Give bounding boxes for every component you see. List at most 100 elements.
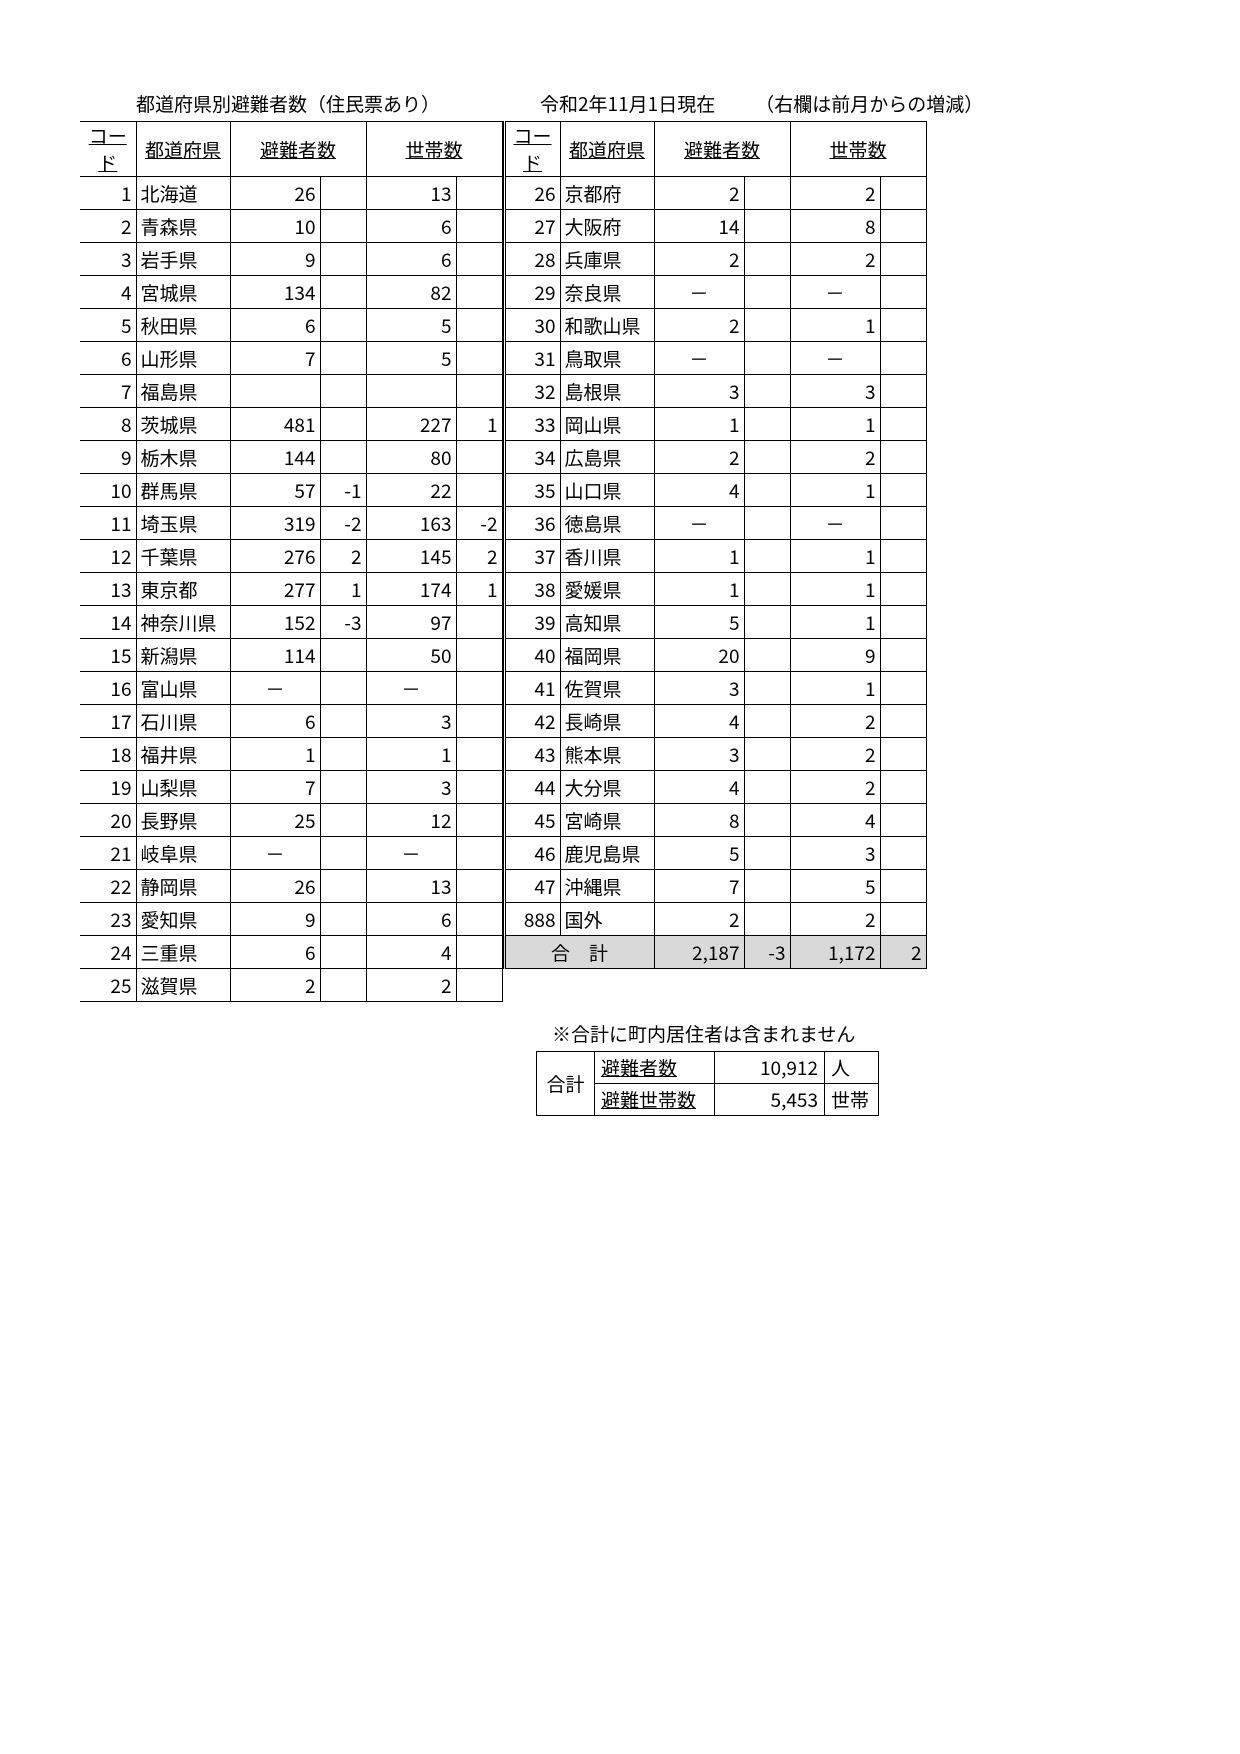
- cell: 大分県: [560, 771, 654, 804]
- cell: [744, 870, 790, 903]
- cell: [320, 210, 366, 243]
- table-row: 23愛知県96: [80, 903, 502, 936]
- cell: [880, 375, 926, 408]
- cell: 26: [230, 177, 320, 210]
- cell: [880, 507, 926, 540]
- cell: 41: [504, 672, 560, 705]
- cell: [456, 177, 502, 210]
- cell: 47: [504, 870, 560, 903]
- cell: 5: [366, 309, 456, 342]
- cell: 7: [80, 375, 136, 408]
- cell: 2: [654, 243, 744, 276]
- cell: 39: [504, 606, 560, 639]
- total-cell: -3: [744, 936, 790, 969]
- cell: [456, 441, 502, 474]
- cell: 34: [504, 441, 560, 474]
- cell: [744, 243, 790, 276]
- cell: 富山県: [136, 672, 230, 705]
- cell: 茨城県: [136, 408, 230, 441]
- cell: [320, 408, 366, 441]
- cell: [744, 903, 790, 936]
- table-row: 47沖縄県75: [504, 870, 926, 903]
- title-main: 都道府県別避難者数（住民票あり）: [136, 90, 440, 117]
- footnote: ※合計に町内居住者は含まれません: [552, 1020, 1160, 1047]
- cell: 3: [366, 771, 456, 804]
- table-row: 29奈良県－－: [504, 276, 926, 309]
- cell: 6: [230, 309, 320, 342]
- cell: 481: [230, 408, 320, 441]
- cell: 10: [80, 474, 136, 507]
- cell: 18: [80, 738, 136, 771]
- title-date: 令和2年11月1日現在: [540, 90, 715, 117]
- cell: [320, 243, 366, 276]
- cell: 4: [366, 936, 456, 969]
- cell: 4: [80, 276, 136, 309]
- cell: 3: [654, 375, 744, 408]
- cell: 石川県: [136, 705, 230, 738]
- summary-key: 避難世帯数: [595, 1084, 715, 1116]
- table-row: 13東京都27711741: [80, 573, 502, 606]
- cell: [744, 210, 790, 243]
- cell: 2: [456, 540, 502, 573]
- cell: 2: [790, 771, 880, 804]
- cell: [744, 705, 790, 738]
- cell: 2: [654, 903, 744, 936]
- cell: 山梨県: [136, 771, 230, 804]
- cell: 13: [80, 573, 136, 606]
- cell: 宮城県: [136, 276, 230, 309]
- cell: 144: [230, 441, 320, 474]
- total-row: 合 計2,187-31,1722: [504, 936, 926, 969]
- cell: 長野県: [136, 804, 230, 837]
- prefecture-table-right: コード 都道府県 避難者数 世帯数 26京都府2227大阪府14828兵庫県22…: [503, 121, 927, 1002]
- cell: 44: [504, 771, 560, 804]
- cell: 6: [80, 342, 136, 375]
- cell: [456, 375, 502, 408]
- cell: [456, 936, 502, 969]
- cell: 8: [654, 804, 744, 837]
- table-row: 4宮城県13482: [80, 276, 502, 309]
- cell: －: [366, 672, 456, 705]
- hdr-code: コード: [80, 122, 136, 177]
- cell: [744, 507, 790, 540]
- cell: 岩手県: [136, 243, 230, 276]
- cell: [456, 771, 502, 804]
- cell: 岐阜県: [136, 837, 230, 870]
- cell: 97: [366, 606, 456, 639]
- table-row: 31鳥取県－－: [504, 342, 926, 375]
- cell: 174: [366, 573, 456, 606]
- cell: 20: [654, 639, 744, 672]
- cell: 5: [366, 342, 456, 375]
- cell: 神奈川県: [136, 606, 230, 639]
- cell: [880, 738, 926, 771]
- cell: [320, 936, 366, 969]
- table-row: 5秋田県65: [80, 309, 502, 342]
- cell: [320, 771, 366, 804]
- table-row: 15新潟県11450: [80, 639, 502, 672]
- table-row: 3岩手県96: [80, 243, 502, 276]
- cell: 5: [654, 606, 744, 639]
- cell: [744, 639, 790, 672]
- cell: 9: [80, 441, 136, 474]
- table-row: 34広島県22: [504, 441, 926, 474]
- cell: 埼玉県: [136, 507, 230, 540]
- cell: 2: [230, 969, 320, 1002]
- cell: [320, 639, 366, 672]
- cell: 福岡県: [560, 639, 654, 672]
- cell: 888: [504, 903, 560, 936]
- cell: [456, 804, 502, 837]
- cell: 45: [504, 804, 560, 837]
- table-row: 44大分県42: [504, 771, 926, 804]
- cell: [880, 309, 926, 342]
- cell: [744, 441, 790, 474]
- cell: 4: [654, 474, 744, 507]
- cell: [880, 672, 926, 705]
- cell: 277: [230, 573, 320, 606]
- cell: [320, 276, 366, 309]
- table-row: 39高知県51: [504, 606, 926, 639]
- table-row: 14神奈川県152-397: [80, 606, 502, 639]
- cell: [880, 408, 926, 441]
- cell: [320, 672, 366, 705]
- total-cell: 1,172: [790, 936, 880, 969]
- cell: 秋田県: [136, 309, 230, 342]
- cell: －: [654, 276, 744, 309]
